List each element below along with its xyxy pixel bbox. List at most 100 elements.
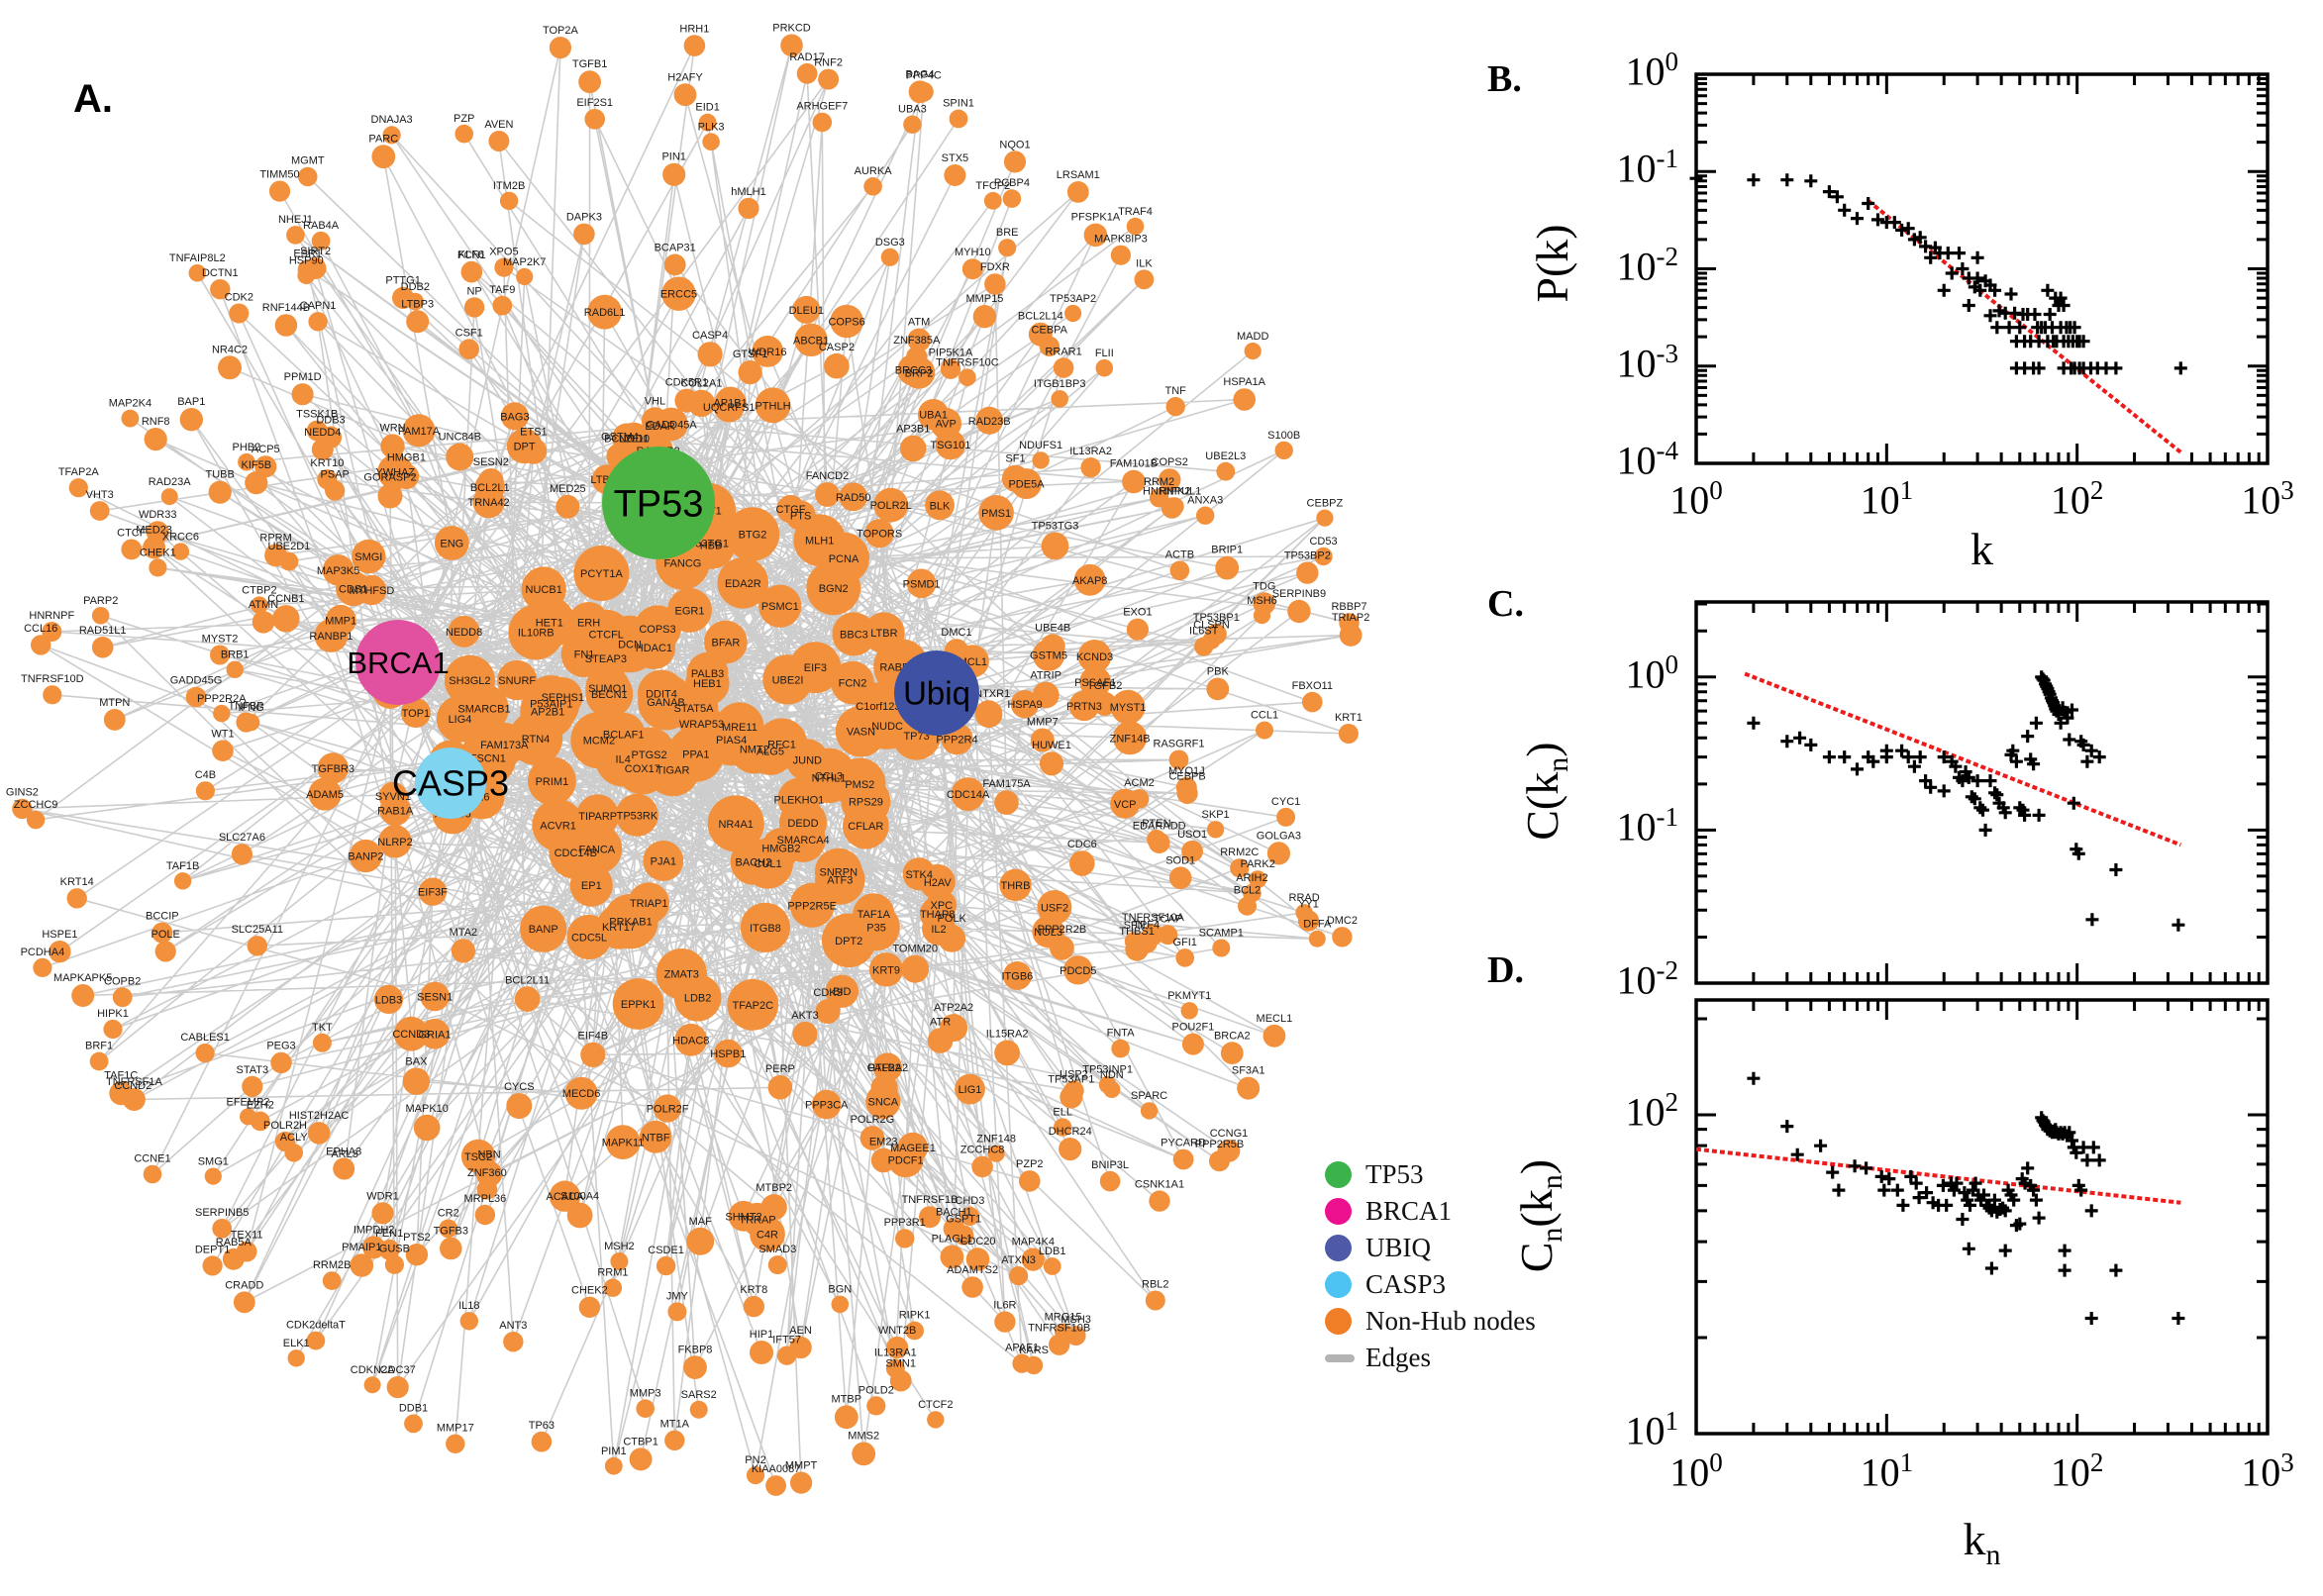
svg-text:EIF4B: EIF4B — [578, 1031, 609, 1043]
svg-text:GUSB: GUSB — [379, 1244, 410, 1255]
svg-text:SIRT2: SIRT2 — [300, 246, 331, 257]
svg-text:DSG3: DSG3 — [875, 237, 905, 249]
svg-text:PRIM1: PRIM1 — [536, 776, 569, 788]
svg-text:PALB2: PALB2 — [867, 1062, 900, 1074]
svg-text:TAF1C: TAF1C — [104, 1069, 138, 1081]
svg-text:RRAD: RRAD — [1289, 892, 1320, 904]
svg-text:PCYT1A: PCYT1A — [580, 568, 623, 580]
svg-text:GINS2: GINS2 — [6, 787, 39, 799]
scatter-points — [1689, 171, 2187, 375]
svg-text:TIPARP: TIPARP — [578, 811, 617, 823]
svg-text:CHD3: CHD3 — [955, 1195, 984, 1207]
svg-text:FAM17A: FAM17A — [398, 426, 441, 438]
svg-text:BCL2L1: BCL2L1 — [470, 482, 510, 494]
svg-text:EID1: EID1 — [695, 102, 719, 114]
svg-text:DPT2: DPT2 — [835, 936, 862, 948]
svg-text:ANXA3: ANXA3 — [1187, 495, 1223, 507]
svg-text:UNC84B: UNC84B — [439, 432, 481, 444]
svg-text:FANCD2: FANCD2 — [806, 470, 849, 482]
svg-text:UBE4B: UBE4B — [1035, 622, 1070, 634]
svg-text:ARIH2: ARIH2 — [1236, 872, 1267, 884]
svg-text:FNTA: FNTA — [1107, 1028, 1136, 1040]
svg-text:FANCA: FANCA — [578, 844, 615, 855]
svg-text:PSSAF1: PSSAF1 — [1074, 677, 1116, 689]
svg-text:MAPK11: MAPK11 — [602, 1138, 645, 1149]
svg-text:RAB5A: RAB5A — [216, 1237, 252, 1248]
svg-text:CSF1: CSF1 — [455, 327, 483, 339]
svg-text:BACH1: BACH1 — [936, 1206, 972, 1218]
svg-text:ERCC5: ERCC5 — [660, 289, 697, 301]
svg-text:NTHL1: NTHL1 — [812, 773, 847, 785]
svg-text:DNAJA3: DNAJA3 — [371, 114, 413, 126]
svg-text:MCM2: MCM2 — [583, 736, 615, 748]
svg-text:VCP: VCP — [1114, 799, 1137, 811]
legend-label: UBIQ — [1365, 1233, 1431, 1262]
svg-text:ZMAT3: ZMAT3 — [664, 969, 699, 981]
svg-text:SH3GL2: SH3GL2 — [449, 675, 490, 687]
svg-text:ACM2: ACM2 — [1124, 777, 1155, 789]
svg-text:PIN1: PIN1 — [661, 151, 685, 163]
svg-text:TOMM20: TOMM20 — [892, 944, 938, 955]
svg-text:TNFRSF1A: TNFRSF1A — [106, 1076, 163, 1088]
svg-text:CEBPA: CEBPA — [1032, 325, 1068, 337]
svg-text:NUDC: NUDC — [871, 721, 903, 733]
svg-text:KRT1: KRT1 — [1335, 712, 1363, 724]
svg-text:S100B: S100B — [1267, 430, 1300, 442]
svg-text:PKMYT1: PKMYT1 — [1167, 990, 1211, 1002]
svg-text:RRM1: RRM1 — [597, 1267, 628, 1279]
svg-text:MADD: MADD — [1237, 331, 1268, 343]
scatter-points — [1747, 670, 2185, 932]
legend-item-nonhub: Non-Hub nodes — [1325, 1303, 1572, 1340]
svg-text:GSTM5: GSTM5 — [1030, 650, 1067, 662]
svg-text:FLII: FLII — [1095, 348, 1114, 359]
svg-text:HNRNPUL1: HNRNPUL1 — [1143, 486, 1201, 498]
svg-text:CASP3: CASP3 — [392, 763, 509, 804]
svg-text:POLR2H: POLR2H — [263, 1120, 307, 1132]
plots-column: B. C. D. 100 10-1 10-2 10-3 10-4 100 101 102 103… — [1481, 0, 2323, 1596]
x-tick-label: 102 — [2050, 1447, 2104, 1495]
y-tick-label: 102 — [1625, 1086, 1679, 1135]
svg-text:PERP: PERP — [765, 1063, 795, 1075]
svg-text:PN2: PN2 — [745, 1454, 765, 1466]
svg-text:IL6R: IL6R — [993, 1299, 1016, 1311]
svg-text:CDK2deltaT: CDK2deltaT — [286, 1320, 346, 1332]
svg-text:RPRM: RPRM — [259, 532, 291, 544]
svg-text:KIF5B: KIF5B — [242, 459, 272, 471]
svg-text:EPHA3: EPHA3 — [326, 1146, 361, 1157]
svg-text:ATM: ATM — [908, 317, 930, 329]
svg-text:BRF1: BRF1 — [85, 1041, 113, 1052]
svg-text:SKP1: SKP1 — [1202, 809, 1230, 821]
svg-text:DDB3: DDB3 — [316, 415, 345, 427]
svg-text:POLD2: POLD2 — [858, 1384, 894, 1396]
axis-ticks — [1694, 602, 2270, 985]
legend-label: Non-Hub nodes — [1365, 1306, 1536, 1336]
svg-text:LIG1: LIG1 — [959, 1084, 982, 1096]
y-tick-label: 10-3 — [1616, 338, 1679, 386]
svg-text:VASN: VASN — [847, 727, 875, 739]
svg-text:BGN2: BGN2 — [819, 583, 849, 595]
svg-text:FAM175A: FAM175A — [982, 778, 1031, 790]
svg-text:PIP5K1A: PIP5K1A — [929, 348, 973, 359]
svg-text:UBE2I: UBE2I — [772, 674, 804, 686]
x-tick-label: 102 — [2050, 475, 2104, 523]
svg-text:RAD51L1: RAD51L1 — [79, 625, 127, 637]
svg-text:CSDE1: CSDE1 — [648, 1245, 684, 1256]
svg-text:TFAP2C: TFAP2C — [733, 1000, 774, 1012]
svg-text:CCNE1: CCNE1 — [134, 1153, 170, 1165]
svg-text:DPT: DPT — [514, 441, 536, 452]
svg-text:XPO5: XPO5 — [489, 247, 518, 258]
svg-text:COPS6: COPS6 — [828, 317, 864, 329]
svg-text:PEG3: PEG3 — [266, 1041, 295, 1052]
svg-text:MMP15: MMP15 — [965, 293, 1003, 305]
svg-text:CCNG1: CCNG1 — [1210, 1128, 1249, 1140]
svg-text:HDAC1: HDAC1 — [636, 643, 672, 654]
svg-text:DDB1: DDB1 — [399, 1403, 428, 1415]
svg-text:PIAS4: PIAS4 — [716, 735, 747, 747]
panel-b-label: B. — [1487, 58, 1522, 100]
svg-text:RPS29: RPS29 — [849, 797, 883, 809]
hub-brca1: BRCA1 — [347, 620, 450, 705]
svg-text:NP: NP — [466, 285, 481, 297]
svg-text:CDKN2A: CDKN2A — [351, 1364, 395, 1376]
svg-text:RAB4A: RAB4A — [303, 220, 340, 232]
axis-ticks — [1694, 1000, 2270, 1436]
